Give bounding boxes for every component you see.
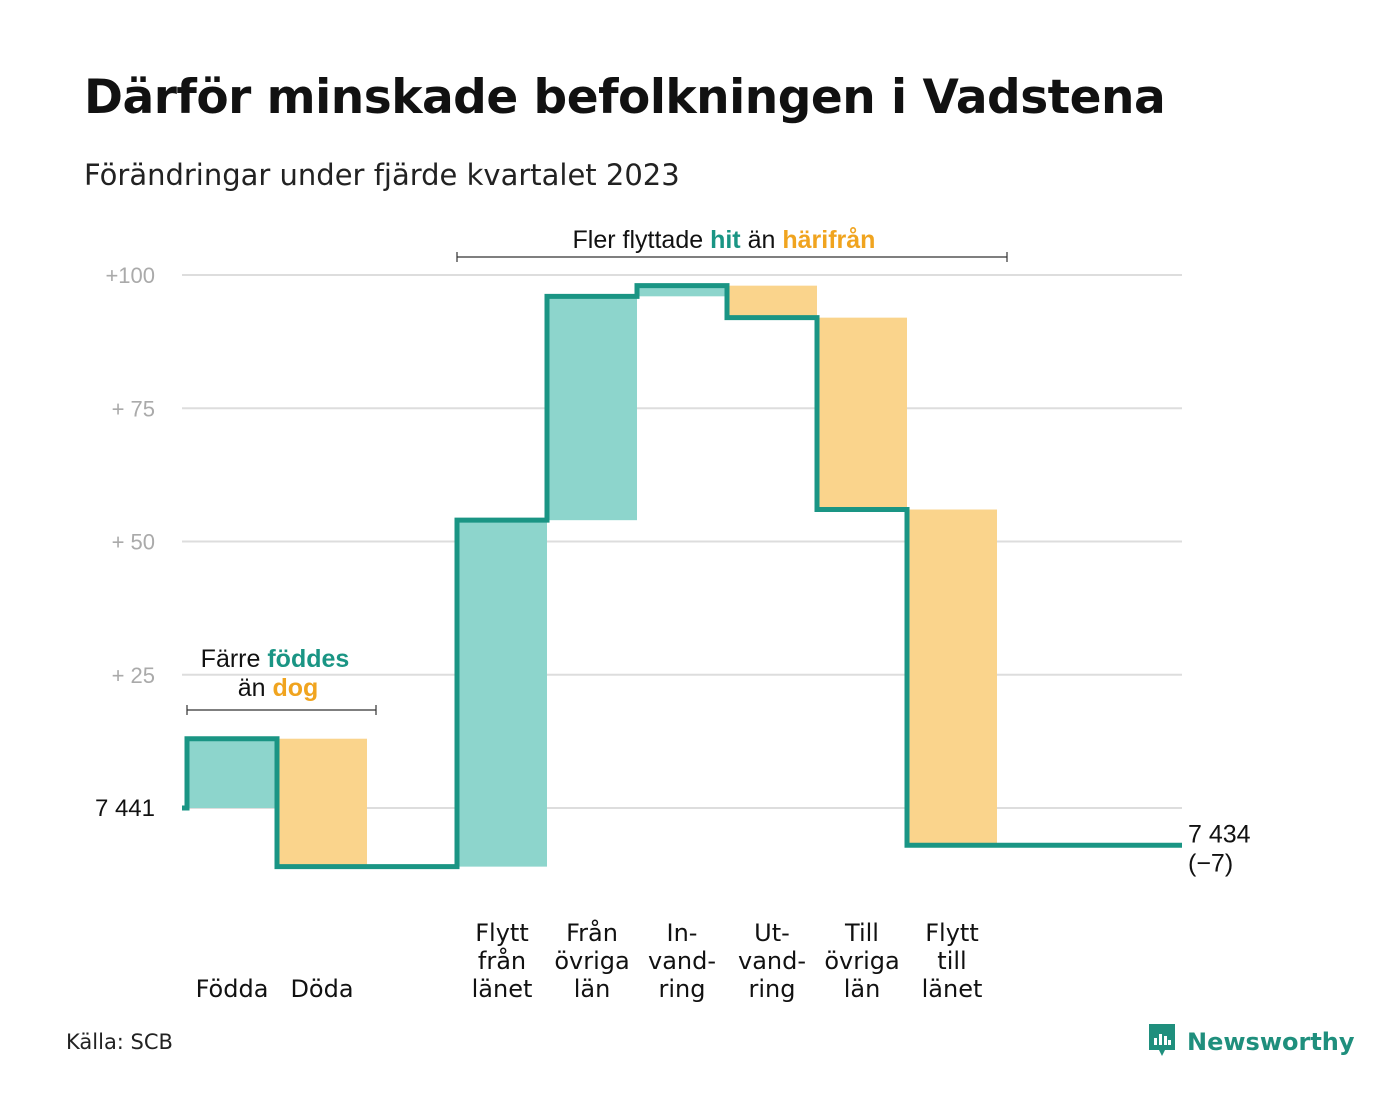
deaths-annotation-pre: än [238,674,266,702]
bar-döda [277,738,367,867]
bar-flytt-från-länet [457,520,547,867]
bar-flytt-till-länet [907,509,997,846]
bar-till-övriga-län [817,317,907,510]
start-value-label: 7 441 [95,795,155,822]
bar-födda [187,738,277,808]
category-label: vand- [738,947,806,975]
y-tick-label: + 50 [112,530,155,555]
category-label: län [844,975,881,1003]
category-label: från [478,946,526,975]
y-tick-label: + 25 [112,663,155,688]
category-label: Flytt [475,919,529,947]
source-label: Källa: SCB [66,1030,173,1054]
category-label: övriga [824,947,899,975]
births-annotation-pre: Färre [201,645,261,673]
migration-annotation-pre: Fler flyttade [573,226,704,254]
migration-annotation-hit: hit [710,226,741,254]
births-annotation-line1: Färre föddes [201,645,350,673]
category-label: länet [472,975,533,1003]
category-label: In- [667,919,698,947]
newsworthy-logo: Newsworthy [1147,1022,1355,1062]
y-tick-label: + 75 [112,396,155,421]
category-label: vand- [648,947,716,975]
deaths-annotation-highlight: dog [272,674,318,702]
category-label: Till [844,919,879,947]
category-label: länet [922,975,983,1003]
category-label: Döda [290,975,353,1003]
bar-in--vand--ring [637,285,727,297]
category-label: Från [566,918,618,947]
newsworthy-logo-text: Newsworthy [1187,1028,1355,1056]
births-annotation-line2: än dog [238,674,319,702]
migration-annotation: Fler flyttade hit än härifrån [573,226,876,254]
category-label: till [937,947,966,975]
chart-title: Därför minskade befolkningen i Vadstena [84,70,1166,125]
births-annotation-bracket [186,705,377,715]
births-annotation-highlight: föddes [267,645,349,673]
category-label: Ut- [754,919,790,947]
migration-annotation-mid: än [748,226,776,254]
category-label: Födda [196,975,269,1003]
y-tick-label: +100 [105,263,155,288]
migration-annotation-bracket [456,252,1008,262]
bar-från-övriga-län [547,296,637,521]
bar-ut--vand--ring [727,285,817,318]
cumulative-step-line [182,283,1182,870]
end-change-label: (−7) [1188,849,1233,877]
category-label: ring [749,975,796,1003]
category-label: ring [659,975,706,1003]
category-label: Flytt [925,919,979,947]
category-label: län [574,975,611,1003]
newsworthy-logo-icon [1147,1022,1177,1062]
migration-annotation-harifran: härifrån [782,226,875,254]
chart-subtitle: Förändringar under fjärde kvartalet 2023 [84,158,680,192]
category-label: övriga [554,947,629,975]
end-value-label: 7 434 [1188,820,1251,848]
